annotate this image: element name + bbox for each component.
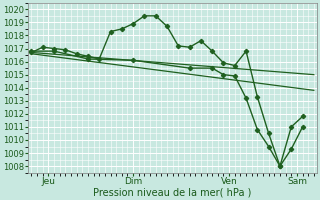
X-axis label: Pression niveau de la mer( hPa ): Pression niveau de la mer( hPa )	[93, 187, 252, 197]
